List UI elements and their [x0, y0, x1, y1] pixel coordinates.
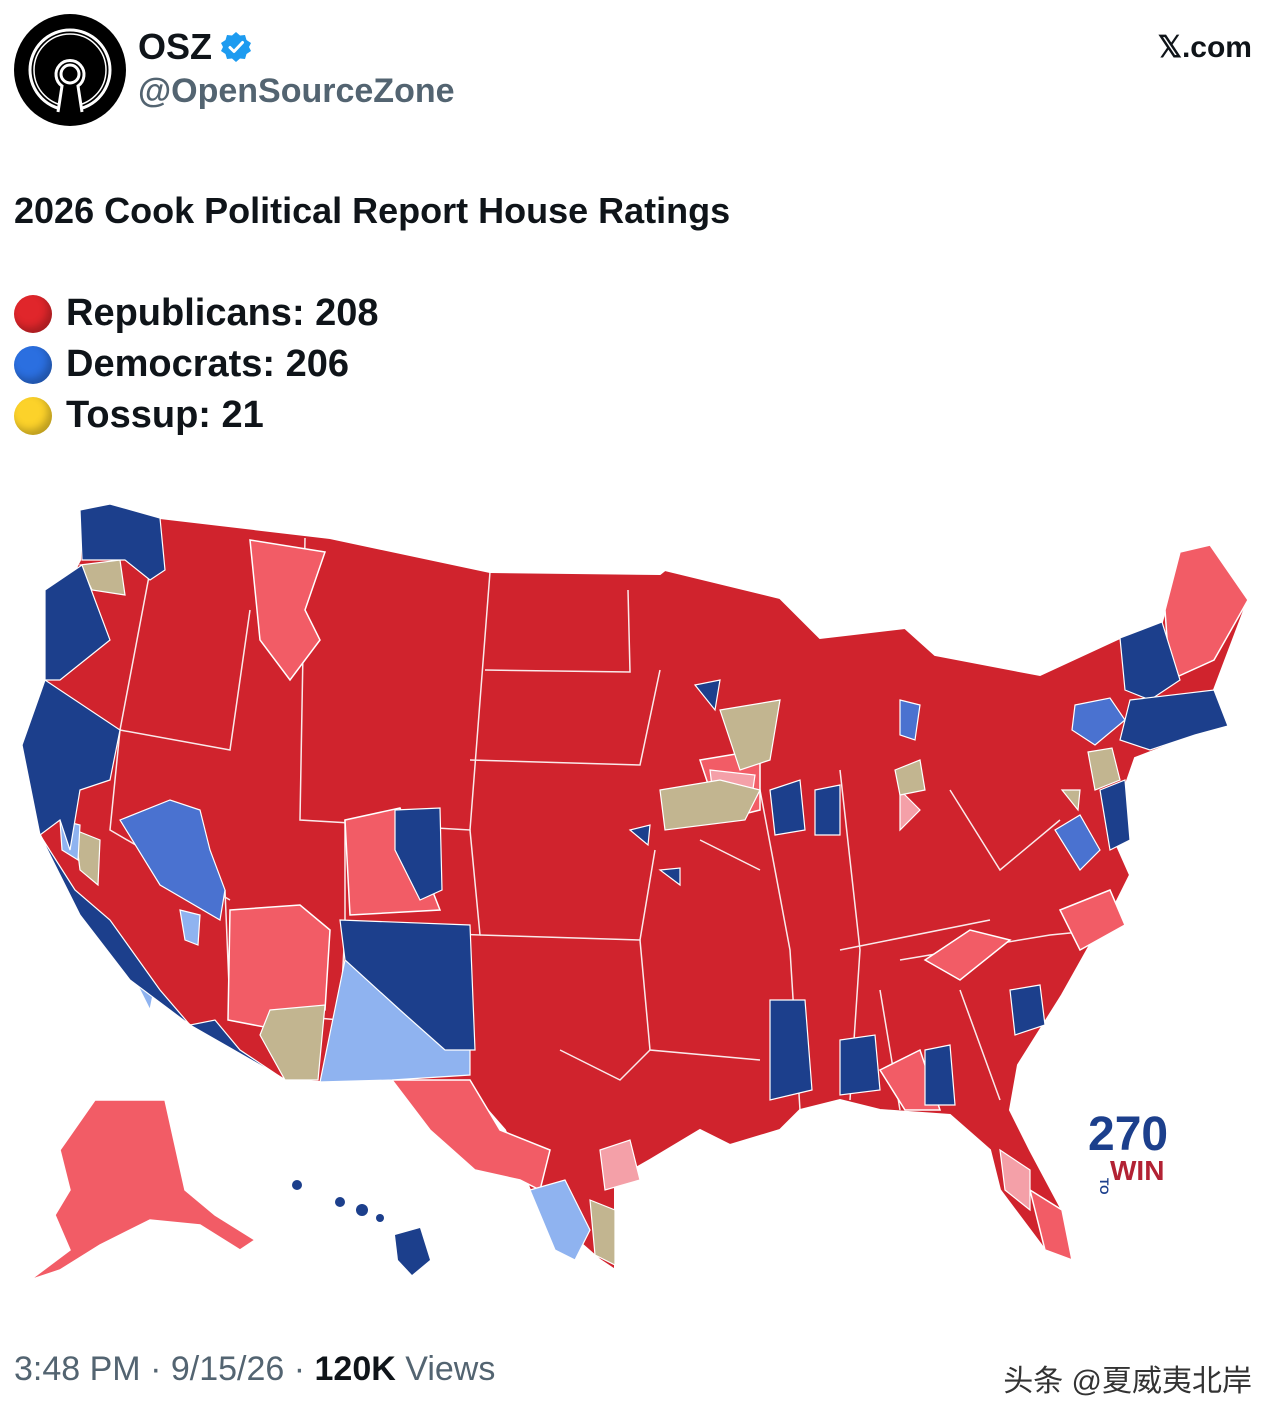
solid-d-regions — [21, 503, 1229, 1106]
views-label: Views — [405, 1350, 496, 1388]
author-handle[interactable]: @OpenSourceZone — [138, 72, 455, 110]
hawaii — [292, 1180, 430, 1275]
legend-item-democrats: Democrats: 206 — [14, 339, 379, 390]
display-name[interactable]: OSZ — [138, 26, 213, 67]
legend-item-republicans: Republicans: 208 — [14, 288, 379, 339]
post-time[interactable]: 3:48 PM — [14, 1350, 141, 1388]
us-congressional-district-map: 270 TO WIN — [20, 503, 1250, 1281]
views-count: 120K — [314, 1350, 396, 1388]
red-circle-icon — [14, 294, 52, 333]
legend: Republicans: 208 Democrats: 206 Tossup: … — [14, 288, 379, 441]
author-name-row: OSZ — [138, 26, 252, 68]
site-label: 𝕏.com — [1157, 31, 1252, 64]
likely-d-regions — [119, 697, 1126, 921]
verified-badge-icon — [220, 31, 252, 63]
separator: · — [284, 1350, 315, 1388]
separator: · — [140, 1350, 171, 1388]
logo-number: 270 — [1088, 1108, 1168, 1161]
alaska — [29, 1099, 257, 1281]
legend-label: Democrats: 206 — [66, 343, 350, 385]
post-title: 2026 Cook Political Report House Ratings — [14, 190, 731, 231]
yellow-circle-icon — [14, 396, 52, 435]
avatar[interactable] — [14, 14, 126, 126]
house-ratings-map[interactable]: 270 TO WIN — [0, 490, 1280, 1300]
post-date[interactable]: 9/15/26 — [170, 1350, 285, 1388]
open-source-keyhole-logo-icon — [28, 28, 112, 113]
legend-label: Tossup: 21 — [66, 394, 264, 436]
logo-win: WIN — [1110, 1155, 1164, 1186]
legend-label: Republicans: 208 — [66, 292, 379, 334]
post-meta: 3:48 PM · 9/15/26 · 120K Views — [14, 1350, 495, 1389]
logo-to: TO — [1097, 1178, 1111, 1194]
blue-circle-icon — [14, 345, 52, 384]
legend-item-tossup: Tossup: 21 — [14, 390, 379, 441]
270towin-logo: 270 TO WIN — [1088, 1108, 1168, 1194]
watermark: 头条 @夏威夷北岸 — [1003, 1365, 1252, 1398]
